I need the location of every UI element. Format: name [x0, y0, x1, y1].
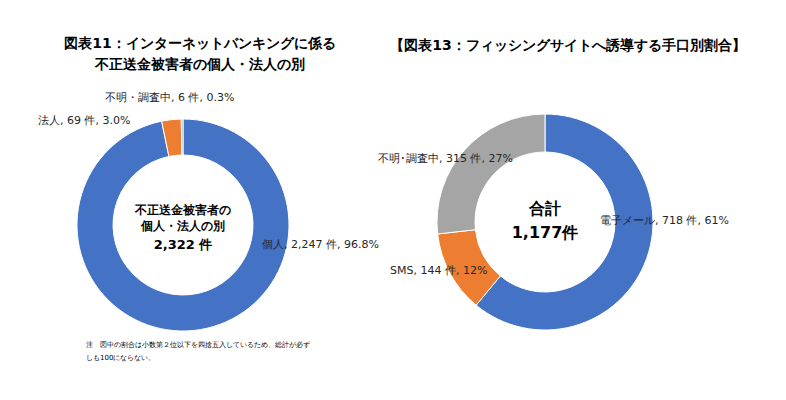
center-text: 合計: [528, 199, 561, 218]
data-label: 不明･調査中, 315 件, 27%: [378, 152, 513, 165]
label-sep: ,: [439, 152, 446, 165]
data-label: SMS, 144 件, 12%: [390, 264, 487, 277]
data-label: 個人, 2,247 件, 96.8%: [262, 238, 379, 251]
label-value: 718 件: [662, 214, 698, 227]
slice: [162, 119, 182, 156]
data-label: 不明・調査中, 6 件, 0.3%: [105, 91, 234, 104]
data-label: 電子メール, 718 件, 61%: [600, 214, 729, 227]
chart: 【図表13：フィッシングサイトへ誘導する手口別割合】電子メール, 718 件, …: [378, 37, 746, 330]
slices: [77, 119, 289, 331]
label-value: 315 件: [446, 152, 482, 165]
note: しも100にならない。: [86, 354, 155, 362]
label-percent: 27%: [489, 152, 513, 165]
label-percent: 12%: [463, 264, 487, 277]
label-category: 不明･調査中: [378, 152, 439, 165]
label-category: 個人: [262, 238, 284, 251]
center-text: 不正送金被害者の: [134, 203, 231, 217]
label-percent: 61%: [705, 214, 729, 227]
chart-title: 【図表13：フィッシングサイトへ誘導する手口別割合】: [390, 37, 745, 53]
slice: [77, 119, 289, 331]
label-category: SMS: [390, 264, 413, 277]
label-sep: ,: [482, 152, 489, 165]
center-total: 1,177件: [512, 223, 579, 242]
label-category: 電子メール: [600, 214, 655, 227]
note: 注 図中の割合は小数第２位以下を四捨五入しているため、総計が必ず: [86, 341, 310, 349]
chart-title: 図表11：インターネットバンキングに係る: [64, 35, 335, 51]
chart: 図表11：インターネットバンキングに係る不正送金被害者の個人・法人の別個人, 2…: [38, 35, 379, 362]
label-sep: ,: [200, 91, 207, 104]
label-sep: ,: [171, 91, 178, 104]
label-category: 不明・調査中: [105, 91, 171, 104]
label-value: 69 件: [67, 114, 96, 127]
label-value: 144 件: [420, 264, 456, 277]
label-sep: ,: [655, 214, 662, 227]
label-sep: ,: [96, 114, 103, 127]
canvas: 図表11：インターネットバンキングに係る不正送金被害者の個人・法人の別個人, 2…: [0, 0, 786, 400]
center-text: 個人・法人の別: [140, 219, 225, 233]
label-sep: ,: [337, 238, 344, 251]
label-sep: ,: [284, 238, 291, 251]
label-percent: 96.8%: [344, 238, 379, 251]
label-value: 6 件: [178, 91, 200, 104]
label-sep: ,: [60, 114, 67, 127]
center-total: 2,322 件: [154, 237, 213, 252]
slice: [181, 119, 183, 155]
chart-title: 不正送金被害者の個人・法人の別: [94, 56, 305, 72]
label-sep: ,: [698, 214, 705, 227]
label-sep: ,: [413, 264, 420, 277]
label-category: 法人: [38, 114, 60, 127]
data-label: 法人, 69 件, 3.0%: [38, 114, 130, 127]
label-percent: 0.3%: [207, 91, 235, 104]
label-sep: ,: [456, 264, 463, 277]
label-percent: 3.0%: [103, 114, 131, 127]
label-value: 2,247 件: [291, 238, 337, 251]
